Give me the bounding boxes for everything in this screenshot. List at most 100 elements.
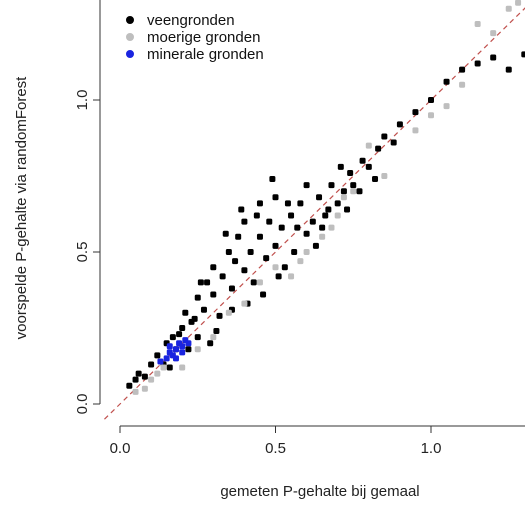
data-point: [325, 206, 332, 213]
data-point: [459, 66, 466, 73]
data-point: [319, 224, 326, 231]
data-point: [194, 334, 201, 341]
data-point: [247, 249, 254, 255]
data-point: [256, 279, 263, 286]
data-point: [256, 200, 263, 207]
data-point: [490, 30, 497, 37]
data-point: [505, 66, 512, 73]
data-point: [328, 224, 335, 231]
data-point: [505, 5, 512, 12]
data-point: [225, 309, 232, 316]
data-point: [459, 81, 466, 88]
data-point: [284, 200, 291, 207]
data-point: [319, 233, 326, 240]
data-point: [228, 285, 235, 292]
data-point: [204, 279, 211, 286]
data-point: [148, 361, 155, 368]
legend-label: moerige gronden: [147, 29, 260, 46]
data-point: [179, 349, 186, 356]
data-point: [443, 78, 450, 85]
x-axis-title: gemeten P-gehalte bij gemaal: [220, 483, 419, 500]
data-point: [232, 258, 239, 265]
data-point: [172, 346, 179, 353]
data-point: [179, 364, 186, 371]
data-point: [443, 103, 450, 110]
y-tick-label: 0.0: [74, 394, 91, 415]
data-point: [350, 188, 357, 195]
data-point: [337, 163, 344, 170]
data-point: [297, 200, 304, 207]
data-point: [350, 182, 357, 189]
data-point: [347, 169, 354, 176]
data-point: [263, 255, 270, 262]
data-point: [365, 142, 372, 149]
data-point: [126, 382, 133, 389]
data-point: [141, 385, 148, 392]
reference-line-layer: [104, 7, 525, 420]
data-point: [210, 334, 217, 341]
data-point: [390, 139, 397, 146]
data-point: [288, 273, 295, 280]
data-point: [359, 157, 366, 164]
data-point: [200, 306, 207, 313]
data-point: [272, 242, 279, 249]
data-point: [260, 291, 267, 298]
data-point: [396, 121, 403, 128]
data-point: [474, 21, 481, 27]
data-point: [334, 212, 341, 219]
data-point: [235, 233, 242, 240]
data-point: [157, 358, 164, 365]
y-tick-label: 0.5: [74, 242, 91, 263]
data-point: [272, 194, 279, 201]
legend-marker: [126, 16, 134, 24]
data-point: [166, 364, 173, 371]
data-point: [515, 0, 522, 6]
data-point: [241, 267, 248, 274]
data-point: [154, 370, 161, 377]
data-point: [241, 300, 248, 307]
data-point: [303, 249, 310, 255]
data-point: [266, 218, 273, 225]
data-point: [474, 60, 481, 67]
data-point: [166, 343, 173, 350]
data-point: [132, 376, 139, 383]
data-point: [356, 188, 363, 195]
data-point: [241, 218, 248, 225]
data-point: [219, 273, 226, 280]
data-point: [194, 294, 201, 301]
data-point: [169, 334, 176, 341]
data-point: [309, 218, 316, 225]
data-point: [328, 182, 335, 189]
data-point: [490, 54, 497, 61]
data-point: [272, 264, 279, 271]
data-point: [185, 340, 192, 347]
legend-label: minerale gronden: [147, 46, 264, 63]
data-point: [344, 206, 351, 213]
data-point: [316, 194, 323, 201]
data-point: [163, 355, 170, 362]
data-point: [428, 112, 434, 119]
data-point: [185, 346, 192, 353]
data-point: [216, 312, 223, 319]
data-point: [340, 194, 347, 201]
data-point: [412, 109, 419, 116]
data-point: [194, 346, 201, 353]
data-point: [225, 249, 232, 255]
reference-line-y-equals-x: [104, 7, 525, 420]
data-point: [222, 230, 229, 237]
data-point: [381, 133, 388, 140]
data-point: [278, 224, 285, 231]
data-point: [179, 343, 186, 350]
data-point: [148, 376, 155, 383]
y-tick-label: 1.0: [74, 90, 91, 111]
data-point: [160, 364, 167, 371]
data-point: [340, 188, 347, 195]
data-point: [179, 325, 186, 331]
series-moerige-gronden: [132, 0, 522, 395]
data-point: [210, 291, 217, 298]
data-point: [182, 309, 189, 316]
data-point: [191, 315, 198, 322]
data-point: [291, 249, 298, 255]
